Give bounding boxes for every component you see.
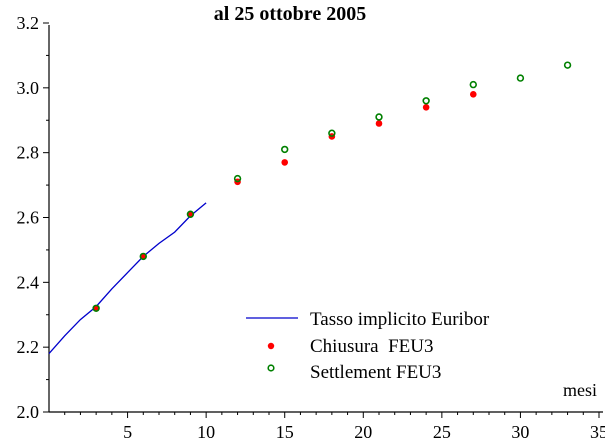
y-tick-label: 2.2 xyxy=(17,337,40,357)
y-tick-label: 2.6 xyxy=(17,208,40,228)
settlement-point xyxy=(186,210,195,218)
settlement-point xyxy=(422,97,430,105)
legend-label-chiusura-feu3: Chiusura FEU3 xyxy=(310,336,434,357)
x-tick-label: 35 xyxy=(590,422,605,441)
settlement-point xyxy=(516,74,525,82)
legend-dot-marker xyxy=(267,342,275,350)
y-tick-label: 3.0 xyxy=(17,78,40,98)
y-ticks: 2.0 2.2 2.4 2.6 2.8 3.0 3.2 xyxy=(17,13,49,422)
legend-label-settlement-feu3: Settlement FEU3 xyxy=(310,362,441,383)
settlement-point xyxy=(233,174,242,183)
y-tick-label: 3.2 xyxy=(17,13,40,33)
chart-title: al 25 ottobre 2005 xyxy=(214,3,366,25)
chiusura-point xyxy=(281,159,289,166)
chiusura-point xyxy=(375,120,383,127)
settlement-point xyxy=(563,61,572,69)
x-tick-label: 15 xyxy=(276,422,294,441)
chiusura-point xyxy=(469,91,477,98)
x-tick-label: 5 xyxy=(123,422,132,441)
x-tick-label: 30 xyxy=(511,422,529,441)
x-axis-label: mesi xyxy=(563,380,597,400)
legend-label-tasso-implicito-euribor: Tasso implicito Euribor xyxy=(310,309,490,330)
x-tick-label: 20 xyxy=(354,422,372,441)
data-points xyxy=(92,61,572,312)
settlement-point xyxy=(281,145,289,154)
y-tick-label: 2.4 xyxy=(17,272,40,292)
x-ticks: 5 10 15 20 25 30 35 xyxy=(64,412,605,441)
settlement-point xyxy=(469,80,477,89)
x-tick-label: 25 xyxy=(433,422,451,441)
y-tick-label: 2.0 xyxy=(17,402,40,422)
settlement-point xyxy=(328,129,336,137)
legend: Tasso implicito Euribor Chiusura FEU3 Se… xyxy=(246,309,490,383)
y-tick-label: 2.8 xyxy=(17,143,40,163)
settlement-point xyxy=(139,252,147,261)
legend-open-circle-marker xyxy=(267,364,275,372)
x-tick-label: 10 xyxy=(197,422,215,441)
chiusura-point xyxy=(422,103,430,111)
series-line-tasso-implicito-euribor xyxy=(48,202,207,355)
settlement-point xyxy=(375,113,383,121)
settlement-point xyxy=(92,304,100,312)
